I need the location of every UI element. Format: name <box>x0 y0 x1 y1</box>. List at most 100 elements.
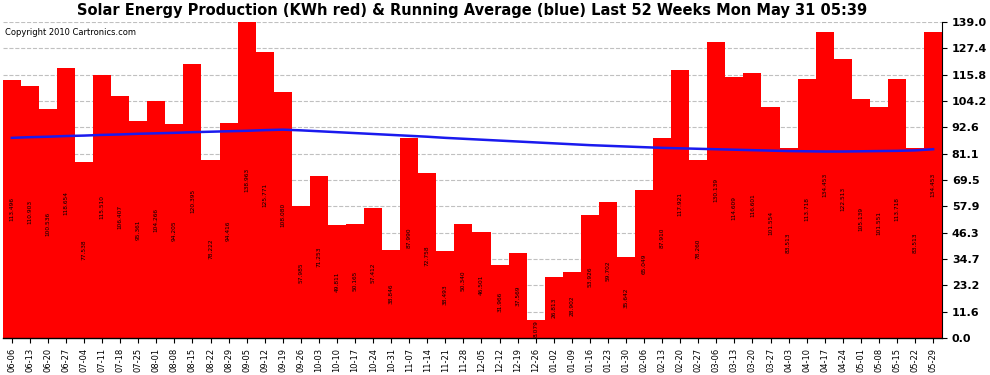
Text: 83.513: 83.513 <box>913 233 918 254</box>
Bar <box>707 42 726 338</box>
Bar <box>130 121 148 338</box>
Bar <box>111 96 130 338</box>
Bar <box>39 109 57 338</box>
Text: 53.926: 53.926 <box>587 267 592 287</box>
Text: 138.963: 138.963 <box>245 168 249 192</box>
Text: 78.222: 78.222 <box>208 239 213 260</box>
Bar <box>527 320 545 338</box>
Text: 113.718: 113.718 <box>804 197 809 221</box>
Text: 72.758: 72.758 <box>425 245 430 266</box>
Text: 87.990: 87.990 <box>407 228 412 248</box>
Text: 38.493: 38.493 <box>443 284 447 305</box>
Bar <box>75 162 93 338</box>
Bar <box>635 190 653 338</box>
Bar <box>834 59 851 338</box>
Bar <box>617 257 635 338</box>
Bar <box>888 79 906 338</box>
Text: 87.910: 87.910 <box>659 228 664 248</box>
Text: 71.253: 71.253 <box>317 247 322 267</box>
Bar <box>165 124 183 338</box>
Text: 114.609: 114.609 <box>732 196 737 220</box>
Text: 8.079: 8.079 <box>534 321 539 338</box>
Bar <box>816 32 834 338</box>
Bar <box>906 148 924 338</box>
Text: 46.501: 46.501 <box>479 275 484 296</box>
Text: 38.846: 38.846 <box>389 284 394 304</box>
Bar <box>599 202 617 338</box>
Text: 113.496: 113.496 <box>9 197 14 221</box>
Bar <box>255 52 274 338</box>
Bar <box>346 224 364 338</box>
Text: 35.642: 35.642 <box>624 287 629 308</box>
Text: 77.538: 77.538 <box>81 240 86 260</box>
Text: 100.536: 100.536 <box>46 212 50 236</box>
Title: Solar Energy Production (KWh red) & Running Average (blue) Last 52 Weeks Mon May: Solar Energy Production (KWh red) & Runn… <box>77 3 867 18</box>
Text: 83.513: 83.513 <box>786 233 791 254</box>
Bar <box>183 64 202 338</box>
Text: 108.080: 108.080 <box>280 203 285 227</box>
Bar <box>798 79 816 338</box>
Text: 101.551: 101.551 <box>876 211 881 235</box>
Bar <box>544 277 562 338</box>
Text: 57.412: 57.412 <box>370 262 375 283</box>
Text: Copyright 2010 Cartronics.com: Copyright 2010 Cartronics.com <box>5 28 136 37</box>
Text: 117.921: 117.921 <box>678 192 683 216</box>
Text: 125.771: 125.771 <box>262 183 267 207</box>
Text: 94.416: 94.416 <box>226 220 231 241</box>
Bar <box>490 266 509 338</box>
Text: 94.205: 94.205 <box>172 220 177 241</box>
Text: 110.903: 110.903 <box>28 200 33 224</box>
Text: 122.513: 122.513 <box>841 187 845 211</box>
Text: 59.702: 59.702 <box>606 260 611 280</box>
Bar <box>437 251 454 338</box>
Bar <box>726 77 743 338</box>
Bar <box>400 138 418 338</box>
Text: 134.453: 134.453 <box>931 173 936 197</box>
Text: 65.049: 65.049 <box>642 254 646 274</box>
Text: 78.260: 78.260 <box>696 239 701 260</box>
Bar <box>382 250 400 338</box>
Text: 130.139: 130.139 <box>714 178 719 202</box>
Bar <box>364 207 382 338</box>
Text: 134.453: 134.453 <box>823 173 828 197</box>
Bar <box>653 138 671 338</box>
Text: 120.395: 120.395 <box>190 189 195 213</box>
Text: 37.569: 37.569 <box>515 285 520 306</box>
Text: 116.601: 116.601 <box>750 194 755 217</box>
Text: 50.340: 50.340 <box>461 271 466 291</box>
Bar <box>274 92 292 338</box>
Text: 49.811: 49.811 <box>335 272 340 292</box>
Bar <box>689 160 707 338</box>
Bar <box>761 107 779 338</box>
Bar <box>509 253 527 338</box>
Bar <box>328 225 346 338</box>
Bar <box>779 148 798 338</box>
Text: 113.718: 113.718 <box>894 197 900 221</box>
Text: 106.407: 106.407 <box>118 205 123 229</box>
Text: 28.902: 28.902 <box>569 295 574 316</box>
Bar <box>472 232 490 338</box>
Bar <box>292 206 310 338</box>
Text: 26.813: 26.813 <box>551 297 556 318</box>
Bar <box>3 80 21 338</box>
Bar <box>851 99 870 338</box>
Text: 31.966: 31.966 <box>497 292 502 312</box>
Bar <box>220 123 238 338</box>
Bar <box>562 272 581 338</box>
Bar <box>418 172 437 338</box>
Bar <box>870 107 888 338</box>
Bar <box>202 160 220 338</box>
Bar <box>581 216 599 338</box>
Bar <box>238 22 255 338</box>
Text: 115.510: 115.510 <box>100 195 105 219</box>
Text: 105.139: 105.139 <box>858 207 863 231</box>
Text: 50.165: 50.165 <box>352 271 357 291</box>
Bar <box>93 75 111 338</box>
Bar <box>310 176 328 338</box>
Text: 95.361: 95.361 <box>136 219 141 240</box>
Bar <box>21 86 39 338</box>
Bar <box>924 32 942 338</box>
Bar <box>454 224 472 338</box>
Text: 104.266: 104.266 <box>153 207 158 231</box>
Text: 57.985: 57.985 <box>298 262 303 282</box>
